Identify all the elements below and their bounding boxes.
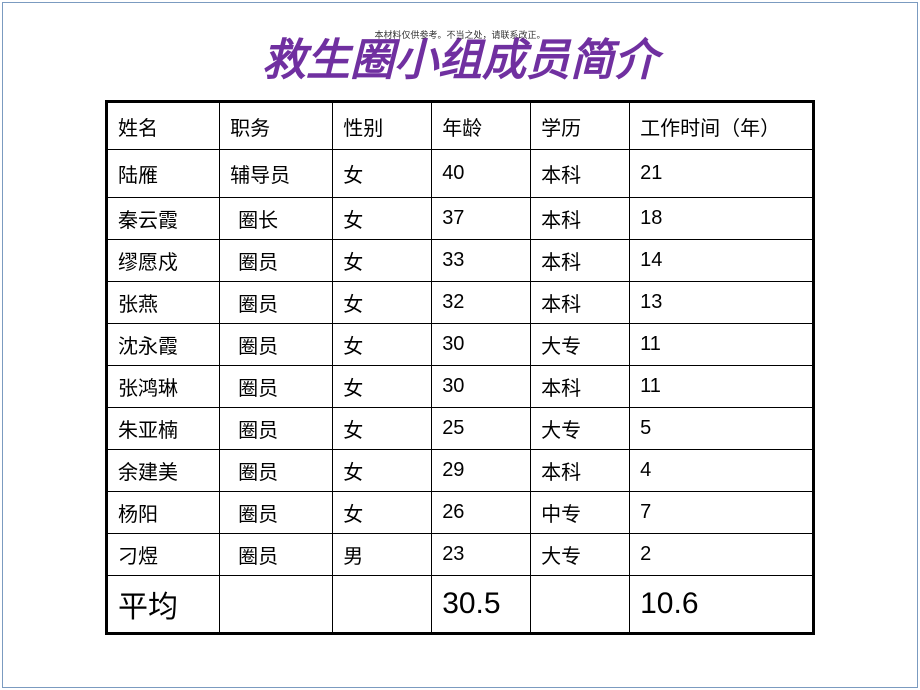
subtitle-text: 本材料仅供参考。不当之处，请联系改正。 (374, 28, 545, 41)
slide-border (2, 2, 918, 688)
